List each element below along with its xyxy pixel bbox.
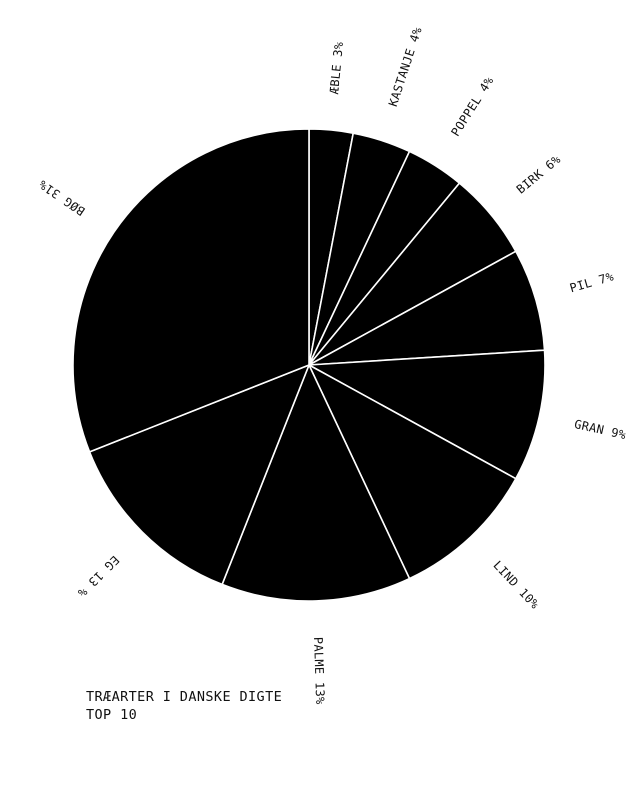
pie-slice-bøg [72,128,310,453]
slice-label-kastanje: KASTANJE 4% [386,25,425,108]
pie-slice-lind [308,364,517,580]
slice-label-birk: BIRK 6% [514,152,564,197]
pie-slice-eg [88,364,310,586]
pie-slices [72,128,546,602]
slice-label-poppel: POPPEL 4% [448,74,496,139]
chart-title: TRÆARTER I DANSKE DIGTE [86,689,283,705]
slice-label-bøg: BØG 31% [36,177,88,218]
slice-label-pil: PIL 7% [568,269,616,295]
pie-slice-gran [308,349,546,480]
chart-subtitle: TOP 10 [86,707,138,723]
slice-label-gran: GRAN 9% [573,417,628,442]
pie-slice-palme [221,364,411,602]
chart-caption: TRÆARTER I DANSKE DIGTE TOP 10 [86,688,282,724]
slice-label-palme: PALME 13% [311,637,327,706]
slice-label-lind: LIND 10% [490,558,542,612]
pie-slice-pil [308,250,546,366]
slice-label-æble: ÆBLE 3% [327,41,346,95]
slice-label-eg: EG 13 % [74,553,121,600]
